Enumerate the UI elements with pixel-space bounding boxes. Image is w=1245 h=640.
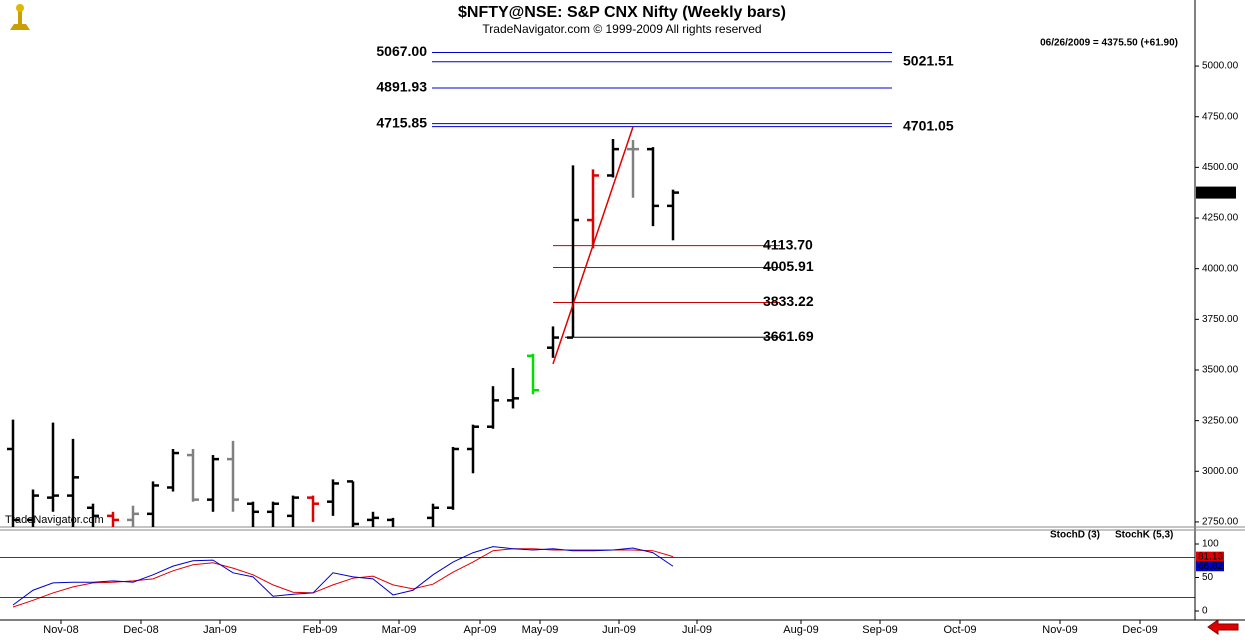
last-value-label: 66.82 <box>1198 561 1223 572</box>
y-tick-label: 2750.00 <box>1202 517 1239 528</box>
y-tick-label: 50 <box>1202 572 1214 583</box>
level-label: 5021.51 <box>903 52 954 68</box>
x-tick-label: Mar-09 <box>382 624 417 636</box>
level-label: 4891.93 <box>376 79 427 95</box>
logo <box>10 4 30 30</box>
y-tick-label: 4000.00 <box>1202 263 1239 274</box>
x-tick-label: Jun-09 <box>602 624 636 636</box>
x-tick-label: Feb-09 <box>303 624 338 636</box>
stoch-line <box>12 546 674 606</box>
y-tick-label: 3250.00 <box>1202 415 1239 426</box>
chart-title: $NFTY@NSE: S&P CNX Nifty (Weekly bars) <box>458 4 786 21</box>
legend-entry: StochD (3) <box>1050 530 1100 541</box>
stoch-plot <box>12 546 674 608</box>
level-label: 4715.85 <box>376 114 427 130</box>
trend-line <box>552 126 634 365</box>
y-tick-label: 4250.00 <box>1202 213 1239 224</box>
price-info: 06/26/2009 = 4375.50 (+61.90) <box>1040 38 1178 49</box>
y-tick-label: 4750.00 <box>1202 111 1239 122</box>
watermark: TradeNavigator.com <box>5 514 104 526</box>
x-tick-label: Dec-09 <box>1122 624 1157 636</box>
y-tick-label: 0 <box>1202 606 1208 617</box>
y-tick-label: 3750.00 <box>1202 314 1239 325</box>
level-label: 3833.22 <box>763 293 814 309</box>
x-tick-label: Nov-09 <box>1042 624 1077 636</box>
level-label: 5067.00 <box>376 43 427 59</box>
x-tick-label: Jan-09 <box>203 624 237 636</box>
last-value-box <box>1196 561 1224 572</box>
y-tick-label: 3500.00 <box>1202 365 1239 376</box>
level-label: 4005.91 <box>763 258 814 274</box>
last-value-label: 81.13 <box>1198 551 1223 562</box>
last-price-box <box>1196 186 1236 199</box>
y-tick-label: 3000.00 <box>1202 466 1239 477</box>
last-price-label: 4375.50 <box>1198 187 1235 198</box>
y-tick-label: 100 <box>1202 539 1219 550</box>
price-plot <box>7 51 892 527</box>
level-label: 4701.05 <box>903 117 954 133</box>
x-tick-label: Oct-09 <box>943 624 976 636</box>
x-tick-label: Apr-09 <box>463 624 496 636</box>
x-tick-label: Jul-09 <box>682 624 712 636</box>
level-label: 4113.70 <box>763 236 813 252</box>
scroll-arrow[interactable] <box>1207 619 1239 635</box>
last-value-box <box>1196 551 1224 562</box>
level-label: 3661.69 <box>763 328 814 344</box>
x-tick-label: Aug-09 <box>783 624 818 636</box>
legend-entry: StochK (5,3) <box>1115 530 1173 541</box>
x-tick-label: May-09 <box>522 624 559 636</box>
x-tick-label: Nov-08 <box>43 624 78 636</box>
x-tick-label: Sep-09 <box>862 624 897 636</box>
y-tick-label: 5000.00 <box>1202 61 1239 72</box>
x-tick-label: Dec-08 <box>123 624 158 636</box>
y-tick-label: 4500.00 <box>1202 162 1239 173</box>
chart-subtitle: TradeNavigator.com © 1999-2009 All right… <box>482 22 761 36</box>
